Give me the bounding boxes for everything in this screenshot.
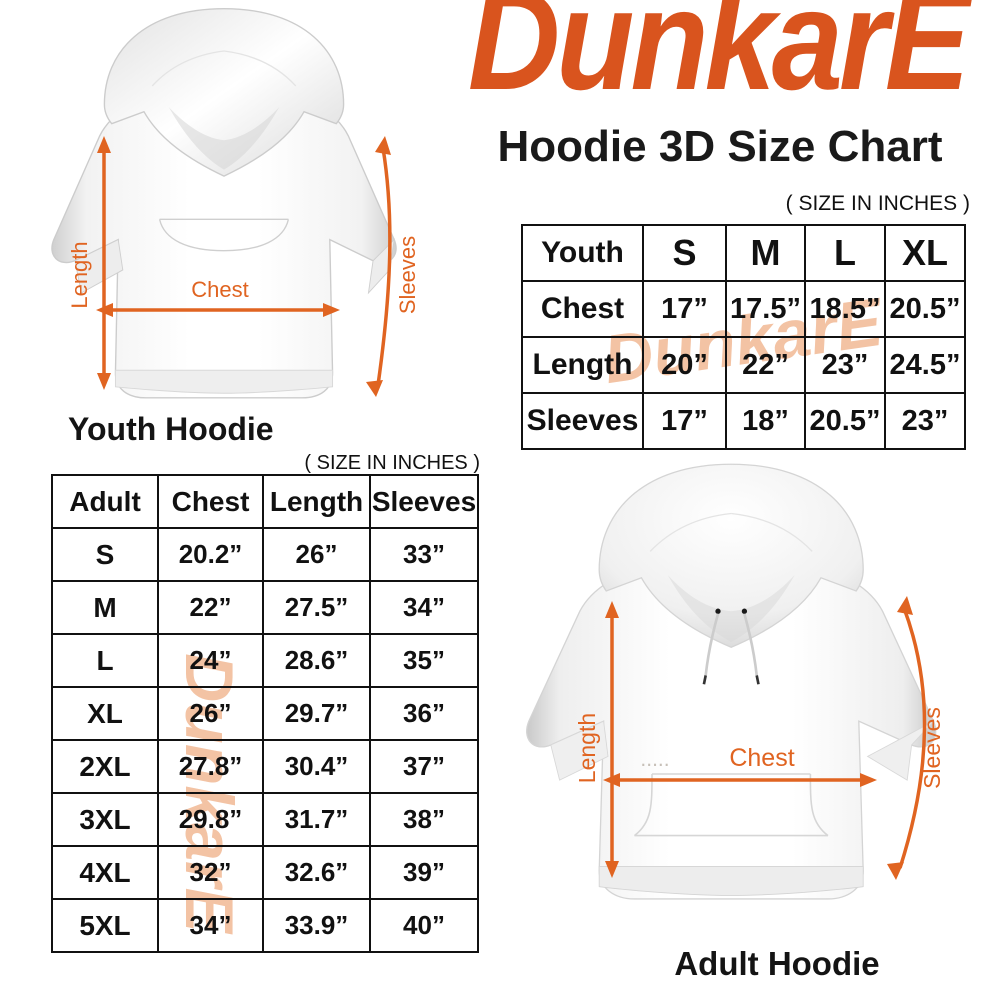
svg-text:DunkarE: DunkarE (468, 0, 974, 120)
svg-text:Sleeves: Sleeves (395, 236, 420, 314)
svg-text:Length: Length (574, 713, 600, 783)
svg-text:Youth Hoodie: Youth Hoodie (68, 411, 274, 447)
svg-text:Length: Length (67, 241, 92, 308)
svg-text:Adult Hoodie: Adult Hoodie (674, 945, 879, 982)
svg-text:Chest: Chest (729, 744, 794, 772)
svg-text:Chest: Chest (191, 277, 248, 302)
svg-text:.....: ..... (640, 748, 669, 771)
svg-text:Sleeves: Sleeves (919, 707, 945, 789)
